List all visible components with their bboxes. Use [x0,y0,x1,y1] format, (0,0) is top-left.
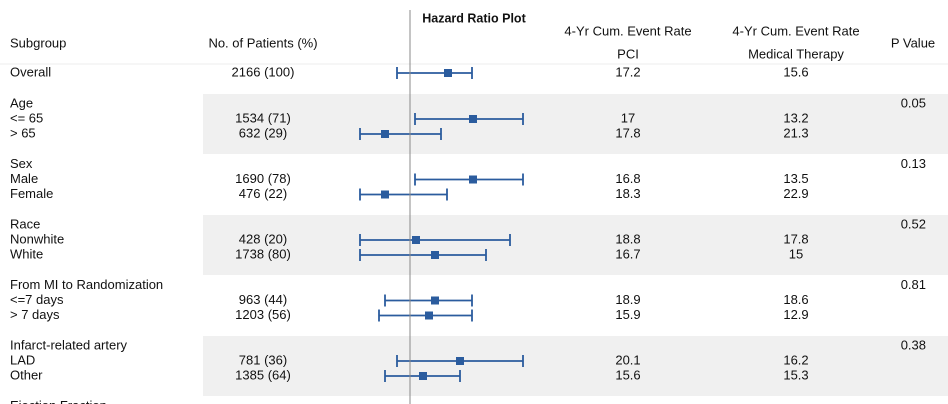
patients: 476 (22) [239,186,287,201]
pci-rate: 16.8 [615,171,640,186]
col-header: Medical Therapy [748,46,844,61]
group-label: Race [10,216,40,231]
patients: 1203 (56) [235,307,291,322]
row-label: > 7 days [10,307,60,322]
mt-rate: 21.3 [783,125,808,140]
hr-point [412,236,420,244]
p-value: 0.38 [901,337,926,352]
hr-point [469,175,477,184]
mt-rate: 17.8 [783,231,808,246]
pci-rate: 15.6 [615,367,640,382]
pci-rate: 16.7 [615,246,640,261]
pci-rate: 17.2 [615,64,640,79]
patients: 963 (44) [239,292,287,307]
p-value: 0.52 [901,216,926,231]
mt-rate: 15.3 [783,367,808,382]
mt-rate: 12.9 [783,307,808,322]
row-label: Female [10,186,53,201]
patients: 1690 (78) [235,171,291,186]
col-header: No. of Patients (%) [208,35,317,50]
hr-point [425,311,433,320]
group-label: Age [10,95,33,110]
hr-point [431,296,439,305]
patients: 2166 (100) [232,64,295,79]
row-label: Other [10,367,43,382]
patients: 428 (20) [239,231,287,246]
patients: 1534 (71) [235,110,291,125]
mt-rate: 13.2 [783,110,808,125]
row-label: Overall [10,64,51,79]
col-header: Subgroup [10,35,66,50]
row-label: <= 65 [10,110,43,125]
col-header: PCI [617,46,639,61]
mt-rate: 15 [789,246,803,261]
pci-rate: 18.3 [615,186,640,201]
hr-point [419,372,427,380]
mt-rate: 22.9 [783,186,808,201]
row-label: Nonwhite [10,231,64,246]
hr-point [444,69,452,77]
p-value: 0.81 [901,277,926,292]
row-label: Male [10,171,38,186]
patients: 1738 (80) [235,246,291,261]
p-value: 0.05 [901,95,926,110]
pci-rate: 20.1 [615,352,640,367]
group-label: Sex [10,156,33,171]
group-label: Infarct-related artery [10,337,128,352]
chart-title: Hazard Ratio Plot [422,11,526,25]
row-band [203,215,948,275]
patients: 1385 (64) [235,367,291,382]
group-label: Ejection Fraction [10,398,107,404]
hr-point [431,251,439,259]
hr-point [456,357,464,365]
mt-rate: 18.6 [783,292,808,307]
row-band [203,94,948,154]
mt-rate: 16.2 [783,352,808,367]
row-label: LAD [10,352,35,367]
mt-rate: 15.6 [783,64,808,79]
p-value: 0.13 [901,156,926,171]
col-header: P Value [891,35,935,50]
patients: 781 (36) [239,352,287,367]
bands [0,63,948,396]
col-header: 4-Yr Cum. Event Rate [732,23,859,38]
pci-rate: 17.8 [615,125,640,140]
col-header: 4-Yr Cum. Event Rate [564,23,691,38]
pci-rate: 15.9 [615,307,640,322]
row-band [203,336,948,396]
row-label: <=7 days [10,292,64,307]
pci-rate: 18.8 [615,231,640,246]
mt-rate: 13.5 [783,171,808,186]
pci-rate: 18.9 [615,292,640,307]
hr-point [381,130,389,138]
group-label: From MI to Randomization [10,277,163,292]
row-label: White [10,246,43,261]
row-label: > 65 [10,125,36,140]
patients: 632 (29) [239,125,287,140]
pci-rate: 17 [621,110,635,125]
hr-point [469,115,477,123]
hr-point [381,190,389,199]
